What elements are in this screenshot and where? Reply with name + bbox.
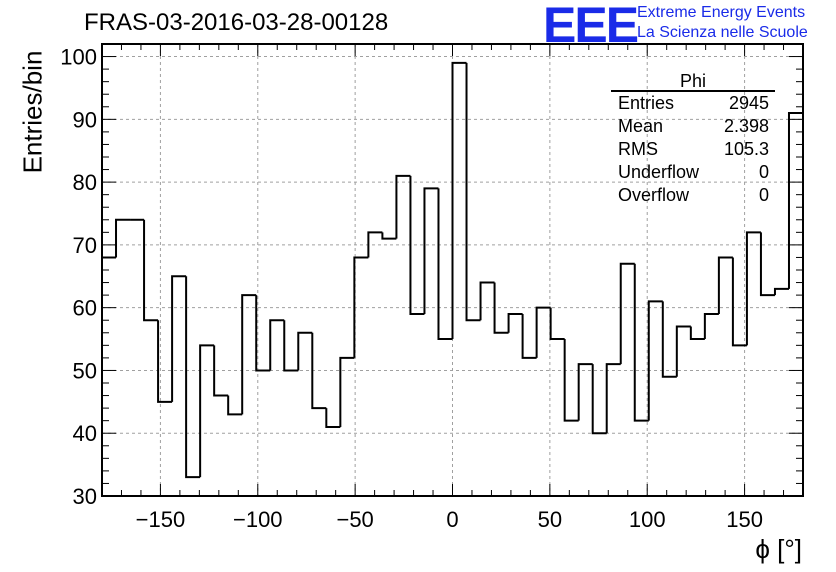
histogram-bin: [227, 395, 243, 416]
histogram-bin: [451, 61, 467, 340]
histogram-bin: [507, 312, 523, 333]
stats-row-mean: Mean 2.398: [611, 115, 775, 138]
y-tick-label: 80: [73, 170, 97, 195]
histogram-bin: [577, 363, 593, 421]
y-axis-label: Entries/bin: [17, 50, 48, 174]
stats-value: 105.3: [723, 139, 769, 159]
histogram-bin: [381, 232, 397, 240]
histogram-bin: [283, 320, 299, 372]
logo-line-1: Extreme Energy Events: [637, 4, 806, 21]
x-tick-label: 50: [538, 507, 562, 532]
histogram-bin: [325, 408, 341, 428]
y-tick-label: 40: [73, 421, 97, 446]
logo-text: Extreme Energy Events La Scienza nelle S…: [637, 3, 808, 43]
histogram-bin: [157, 320, 173, 403]
histogram-bin: [647, 300, 663, 421]
histogram-bin: [773, 287, 789, 296]
x-tick-label: 150: [726, 507, 763, 532]
x-tick-label: 0: [446, 507, 458, 532]
y-tick-label: 70: [73, 233, 97, 258]
stats-value: 0: [758, 162, 769, 182]
histogram-bin: [423, 187, 439, 314]
stats-value: 0: [758, 185, 769, 205]
x-tick-label: −150: [136, 507, 186, 532]
logo-line-2: La Scienza nelle Scuole: [637, 24, 808, 41]
stats-title: Phi: [611, 72, 775, 92]
stats-row-underflow: Underflow 0: [611, 161, 775, 184]
histogram-bin: [535, 306, 551, 358]
stats-label: Entries: [618, 93, 675, 113]
x-axis-label: ϕ [°]: [755, 534, 802, 564]
x-tick-label: 100: [629, 507, 666, 532]
histogram-bin: [255, 295, 271, 372]
stats-label: Overflow: [618, 185, 690, 205]
stats-row-overflow: Overflow 0: [611, 184, 775, 207]
histogram-bin: [591, 364, 607, 435]
histogram-bin: [479, 281, 495, 321]
histogram-bin: [367, 231, 383, 258]
stats-value: 2945: [728, 93, 769, 113]
histogram-bin: [787, 112, 804, 496]
y-tick-label: 50: [73, 358, 97, 383]
y-tick-label: 60: [73, 296, 97, 321]
stats-box: Phi Entries 2945 Mean 2.398 RMS 105.3 Un…: [611, 72, 775, 207]
histogram-bin: [143, 219, 159, 322]
histogram-bin: [521, 313, 537, 359]
stats-row-entries: Entries 2945: [611, 92, 775, 115]
y-tick-label: 100: [60, 45, 97, 70]
histogram-bin: [199, 344, 215, 478]
histogram-bin: [717, 256, 733, 314]
histogram-bin: [465, 62, 481, 322]
chart-title: FRAS-03-2016-03-28-00128: [84, 9, 389, 36]
x-tick-label: −100: [233, 507, 283, 532]
stats-row-rms: RMS 105.3: [611, 138, 775, 161]
histogram-bin: [563, 339, 579, 422]
histogram-bin: [311, 332, 327, 410]
histogram-bin: [619, 262, 635, 365]
histogram-bin: [661, 301, 677, 378]
histogram-bin: [101, 256, 117, 496]
histogram-bin: [437, 188, 453, 341]
histogram-bin: [675, 325, 691, 377]
histogram-bin: [269, 319, 285, 371]
histogram-bin: [689, 326, 705, 341]
histogram-bin: [185, 276, 201, 479]
histogram-bin: [759, 232, 775, 297]
histogram-bin: [395, 174, 411, 239]
stats-label: RMS: [618, 139, 658, 159]
y-tick-label: 90: [73, 107, 97, 132]
histogram-bin: [213, 345, 229, 397]
histogram-bin: [745, 231, 761, 346]
histogram-bin: [171, 275, 187, 402]
stats-value: 2.398: [723, 116, 769, 136]
histogram-bin: [605, 363, 621, 434]
histogram-bin: [703, 312, 719, 340]
histogram-bin: [731, 257, 747, 347]
stats-label: Mean: [618, 116, 664, 136]
histogram-bin: [409, 175, 425, 315]
histogram-bin: [353, 256, 369, 358]
histogram-bin: [549, 307, 565, 341]
y-tick-label: 30: [73, 484, 97, 509]
x-tick-label: −50: [336, 507, 373, 532]
histogram-bin: [241, 294, 257, 415]
histogram-bin: [339, 356, 355, 427]
histogram-bin: [115, 218, 131, 258]
histogram-bin: [633, 263, 649, 422]
stats-label: Underflow: [618, 162, 700, 182]
histogram-bin: [297, 331, 313, 371]
histogram-bin: [493, 282, 509, 334]
